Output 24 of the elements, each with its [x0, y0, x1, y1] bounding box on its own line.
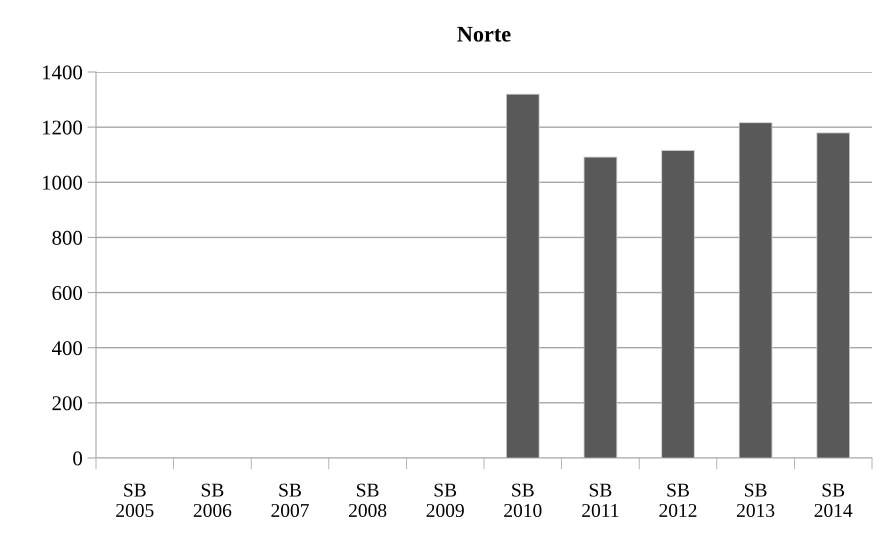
- x-tick-label: SB 2013: [737, 484, 774, 518]
- x-tick-label: SB 2005: [116, 484, 154, 518]
- bar: [584, 156, 618, 458]
- bar: [506, 94, 540, 458]
- y-tick-label: 0: [73, 451, 82, 466]
- x-tick-label: SB 2006: [194, 484, 232, 518]
- x-tick-label: SB 2008: [349, 484, 386, 518]
- y-tick-label: 200: [52, 396, 82, 410]
- x-tick-label: SB 2010: [504, 484, 542, 518]
- x-tick-label: SB 2009: [426, 484, 464, 518]
- x-tick-label: SB 2011: [582, 484, 618, 518]
- y-tick-label: 400: [52, 341, 82, 356]
- y-tick-label: 600: [52, 286, 82, 300]
- x-tick-label: SB 2014: [814, 484, 852, 518]
- chart-title: Norte: [457, 26, 511, 42]
- x-tick-label: SB 2012: [659, 484, 696, 518]
- bar: [816, 132, 850, 458]
- y-tick-label: 1200: [42, 120, 82, 135]
- y-tick-label: 800: [52, 230, 82, 245]
- bar: [661, 150, 695, 458]
- y-tick-label: 1000: [42, 176, 82, 190]
- y-tick-label: 1400: [42, 65, 82, 80]
- x-tick-label: SB 2007: [271, 484, 309, 518]
- bar: [738, 122, 772, 458]
